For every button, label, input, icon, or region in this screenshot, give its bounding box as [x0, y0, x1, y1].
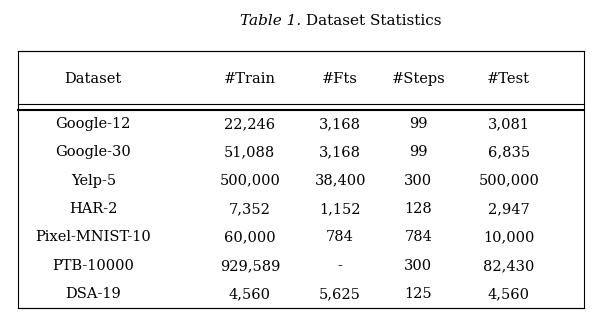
Text: 4,560: 4,560 [229, 287, 271, 301]
Text: 3,168: 3,168 [319, 145, 361, 159]
Text: 60,000: 60,000 [224, 231, 276, 245]
Text: DSA-19: DSA-19 [66, 287, 121, 301]
Text: 99: 99 [409, 117, 427, 131]
Text: 10,000: 10,000 [483, 231, 535, 245]
Text: #Test: #Test [487, 72, 530, 86]
Text: 125: 125 [405, 287, 432, 301]
Text: 51,088: 51,088 [224, 145, 276, 159]
Text: 1,152: 1,152 [320, 202, 361, 216]
Text: 38,400: 38,400 [314, 174, 366, 188]
Text: Dataset: Dataset [64, 72, 122, 86]
Text: 3,081: 3,081 [488, 117, 530, 131]
Text: 5,625: 5,625 [319, 287, 361, 301]
Text: 784: 784 [405, 231, 432, 245]
Text: Pixel-MNIST-10: Pixel-MNIST-10 [36, 231, 151, 245]
Text: 22,246: 22,246 [225, 117, 275, 131]
Text: Dataset Statistics: Dataset Statistics [301, 14, 441, 28]
Text: 4,560: 4,560 [488, 287, 530, 301]
Text: 3,168: 3,168 [319, 117, 361, 131]
Text: 2,947: 2,947 [488, 202, 530, 216]
Text: HAR-2: HAR-2 [69, 202, 117, 216]
Text: 6,835: 6,835 [488, 145, 530, 159]
Text: #Steps: #Steps [391, 72, 445, 86]
Text: 82,430: 82,430 [483, 259, 535, 273]
Text: PTB-10000: PTB-10000 [52, 259, 134, 273]
Text: -: - [338, 259, 343, 273]
Text: #Train: #Train [224, 72, 276, 86]
Bar [18, 51, 584, 308]
Text: Google-12: Google-12 [55, 117, 131, 131]
Text: 7,352: 7,352 [229, 202, 271, 216]
Text: 128: 128 [405, 202, 432, 216]
Text: 300: 300 [405, 259, 432, 273]
Text: 500,000: 500,000 [478, 174, 539, 188]
Text: Table 1.: Table 1. [240, 14, 301, 28]
Text: 300: 300 [405, 174, 432, 188]
Text: Google-30: Google-30 [55, 145, 131, 159]
Text: 784: 784 [326, 231, 354, 245]
Text: 99: 99 [409, 145, 427, 159]
Text: #Fts: #Fts [322, 72, 358, 86]
Text: 500,000: 500,000 [219, 174, 281, 188]
Text: Yelp-5: Yelp-5 [71, 174, 116, 188]
Text: 929,589: 929,589 [220, 259, 280, 273]
